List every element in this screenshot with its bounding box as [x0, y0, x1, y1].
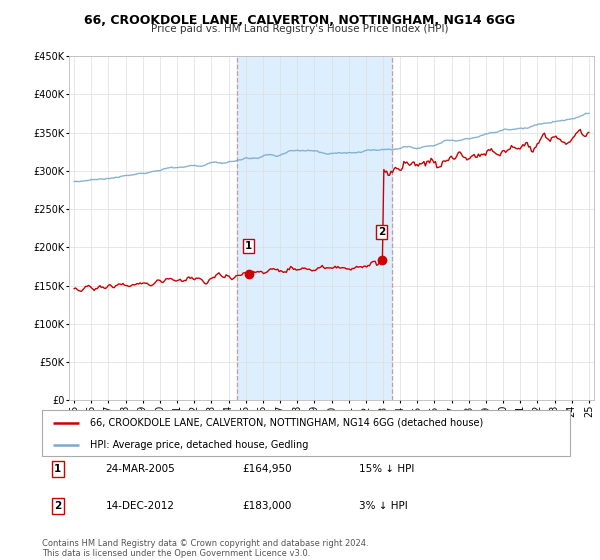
Text: 66, CROOKDOLE LANE, CALVERTON, NOTTINGHAM, NG14 6GG: 66, CROOKDOLE LANE, CALVERTON, NOTTINGHA… — [85, 14, 515, 27]
Text: Contains HM Land Registry data © Crown copyright and database right 2024.
This d: Contains HM Land Registry data © Crown c… — [42, 539, 368, 558]
Text: 2: 2 — [378, 227, 385, 237]
Text: 24-MAR-2005: 24-MAR-2005 — [106, 464, 175, 474]
Text: £164,950: £164,950 — [242, 464, 292, 474]
Text: 3% ↓ HPI: 3% ↓ HPI — [359, 501, 407, 511]
Text: Price paid vs. HM Land Registry's House Price Index (HPI): Price paid vs. HM Land Registry's House … — [151, 24, 449, 34]
Bar — [237, 56, 392, 400]
Text: £183,000: £183,000 — [242, 501, 292, 511]
Text: 14-DEC-2012: 14-DEC-2012 — [106, 501, 175, 511]
Text: 1: 1 — [54, 464, 61, 474]
FancyBboxPatch shape — [42, 410, 570, 456]
Text: 66, CROOKDOLE LANE, CALVERTON, NOTTINGHAM, NG14 6GG (detached house): 66, CROOKDOLE LANE, CALVERTON, NOTTINGHA… — [89, 418, 483, 428]
Text: 15% ↓ HPI: 15% ↓ HPI — [359, 464, 414, 474]
Text: 2: 2 — [54, 501, 61, 511]
Text: 1: 1 — [245, 241, 252, 251]
Text: HPI: Average price, detached house, Gedling: HPI: Average price, detached house, Gedl… — [89, 440, 308, 450]
